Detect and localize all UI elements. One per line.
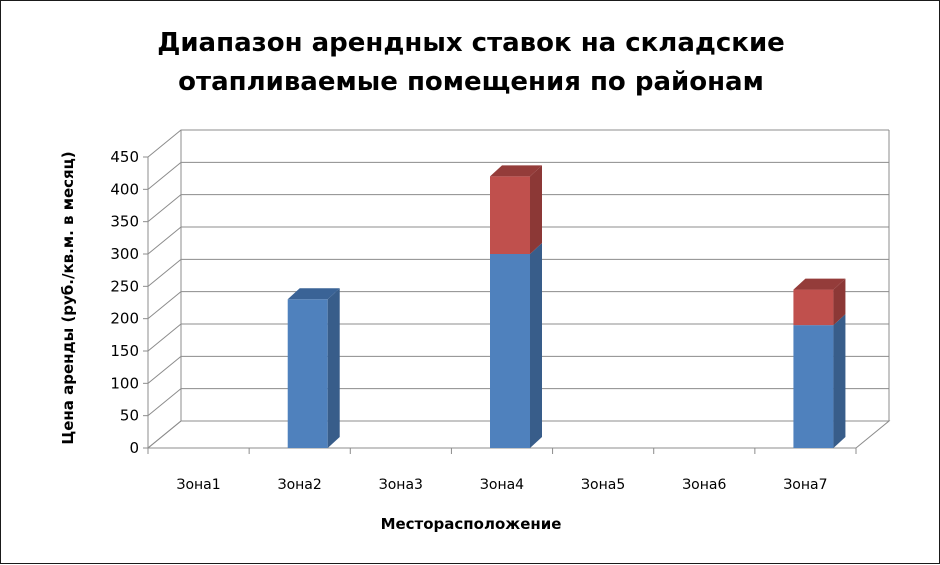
x-tick-label: Зона4: [480, 477, 524, 493]
bar-Зона2: [287, 288, 340, 448]
y-tick-label: 50: [120, 407, 139, 425]
gridlines: [147, 129, 889, 449]
bar-side-Зона7-series-2: [833, 278, 846, 326]
gridline-300: [147, 226, 889, 255]
bar-top-Зона2: [287, 288, 340, 300]
bar-Зона7: [793, 278, 846, 448]
chart-title-line-1: Диапазон арендных ставок на складские: [157, 28, 785, 58]
bar-top-Зона7: [793, 278, 846, 290]
chart-title-line-2: отапливаемые помещения по районам: [178, 67, 764, 97]
x-tick-label: Зона7: [783, 477, 827, 493]
bar-side-Зона4-series-1: [530, 243, 542, 448]
chart-title: Диапазон арендных ставок на складские от…: [157, 28, 785, 97]
bar-front-Зона4-series-1: [490, 254, 530, 448]
bar-top-Зона4: [490, 165, 542, 177]
chart-bars: [287, 165, 846, 448]
bar-side-Зона2-series-1: [327, 288, 340, 448]
bar-front-Зона4-series-2: [490, 176, 530, 254]
gridline-150: [147, 323, 889, 352]
y-tick-label: 450: [110, 148, 139, 166]
y-tick-label: 250: [110, 277, 139, 295]
bar-front-Зона7-series-2: [793, 289, 834, 326]
y-axis-label: Цена аренды (руб./кв.м. в месяц): [59, 151, 77, 444]
x-axis-label: Месторасположение: [381, 515, 562, 533]
x-tick-label: Зона2: [278, 477, 322, 493]
y-tick-label: 400: [110, 180, 139, 198]
gridline-50: [147, 388, 889, 417]
x-tick-label: Зона1: [176, 477, 220, 493]
y-tick-label: 150: [110, 342, 139, 360]
bar-front-Зона2-series-1: [287, 299, 328, 448]
bar-front-Зона7-series-1: [793, 325, 834, 448]
bar-side-Зона4-series-2: [530, 165, 542, 254]
y-tick-labels: 0 50 100 150 200 250 300 350 400 450: [110, 148, 139, 457]
gridline-100: [147, 355, 889, 384]
y-tick-label: 300: [110, 245, 139, 263]
gridline-400: [147, 161, 889, 190]
gridline-0: [147, 420, 889, 449]
x-tick-label: Зона5: [581, 477, 625, 493]
gridline-250: [147, 258, 889, 287]
y-tick-label: 0: [129, 439, 139, 457]
y-tick-label: 200: [110, 310, 139, 328]
x-tick-label: Зона3: [379, 477, 423, 493]
y-tick-label: 100: [110, 374, 139, 392]
gridline-350: [147, 194, 889, 223]
bar-side-Зона7-series-1: [833, 314, 846, 448]
gridline-200: [147, 291, 889, 320]
gridline-450: [147, 129, 889, 158]
bar-Зона4: [490, 165, 542, 448]
x-tick-labels: Зона1 Зона2 Зона3 Зона4 Зона5 Зона6 Зона7: [176, 477, 827, 493]
x-tick-label: Зона6: [682, 477, 726, 493]
y-tick-label: 350: [110, 213, 139, 231]
